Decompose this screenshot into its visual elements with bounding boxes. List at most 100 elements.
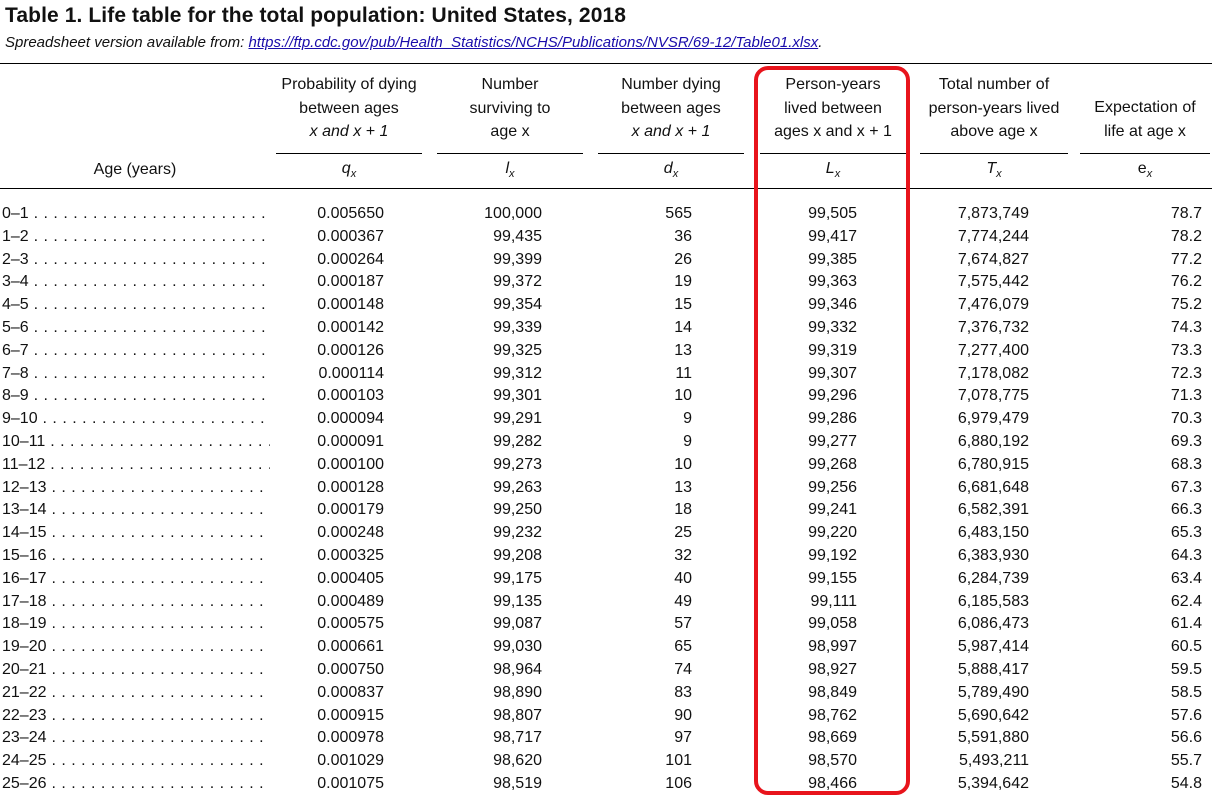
- d-cell: 40: [674, 569, 692, 587]
- e-cell: 68.3: [1170, 455, 1202, 473]
- T-cell: 5,493,211: [959, 752, 1029, 770]
- l-cell: 99,325: [493, 341, 542, 359]
- age-cell: 7–8: [2, 363, 270, 386]
- table-row: 14–15 0.000248 99,232 25 99,220 6,483,150 65.3: [0, 522, 1212, 545]
- e-cell: 54.8: [1170, 774, 1202, 792]
- header-q-line3: x and x + 1: [309, 123, 389, 140]
- L-cell: 99,332: [808, 318, 857, 336]
- age-cell: 14–15: [2, 522, 270, 545]
- age-cell: 23–24: [2, 727, 270, 750]
- header-e-line2: life at age x: [1104, 122, 1186, 140]
- l-cell: 98,717: [493, 729, 542, 747]
- d-cell: 49: [674, 592, 692, 610]
- l-cell: 99,354: [493, 296, 542, 314]
- q-cell: 0.001029: [317, 752, 384, 770]
- age-cell: 1–2: [2, 226, 270, 249]
- T-cell: 5,987,414: [957, 638, 1029, 656]
- q-cell: 0.000142: [317, 318, 384, 336]
- T-cell: 6,979,479: [957, 410, 1029, 428]
- header-l-line1: Number: [481, 76, 539, 93]
- e-cell: 55.7: [1170, 752, 1202, 770]
- l-cell: 99,030: [493, 638, 542, 656]
- q-cell: 0.000489: [317, 592, 384, 610]
- d-cell: 565: [665, 205, 692, 222]
- d-cell: 10: [674, 455, 692, 473]
- L-cell: 99,155: [808, 569, 857, 587]
- L-cell: 98,927: [808, 660, 857, 678]
- l-cell: 99,291: [493, 410, 542, 428]
- T-cell: 6,284,739: [957, 569, 1029, 587]
- table-row: 13–14 0.000179 99,250 18 99,241 6,582,391 66.3: [0, 499, 1212, 522]
- age-cell: 9–10: [2, 408, 270, 431]
- T-cell: 7,674,827: [957, 250, 1029, 268]
- T-cell: 6,185,583: [957, 592, 1029, 610]
- T-cell: 6,582,391: [957, 501, 1029, 519]
- subtitle-prefix: Spreadsheet version available from:: [5, 34, 249, 51]
- age-cell: 15–16: [2, 545, 270, 568]
- header-l-line2: surviving to: [469, 99, 551, 117]
- e-cell: 78.2: [1170, 227, 1202, 245]
- table-row: 6–7 0.000126 99,325 13 99,319 7,277,400 73.3: [0, 340, 1212, 363]
- l-cell: 98,620: [493, 752, 542, 770]
- e-cell: 73.3: [1170, 341, 1202, 359]
- q-cell: 0.000325: [317, 546, 384, 564]
- age-cell: 19–20: [2, 636, 270, 659]
- l-cell: 99,263: [493, 478, 542, 496]
- l-cell: 98,964: [493, 660, 542, 678]
- L-cell: 99,346: [808, 296, 857, 314]
- table-row: 19–20 0.000661 99,030 65 98,997 5,987,414 60.5: [0, 636, 1212, 659]
- header-l: Number surviving to age x: [437, 73, 583, 154]
- T-cell: 6,483,150: [957, 524, 1029, 542]
- header-age: Age (years): [93, 161, 177, 178]
- d-cell: 10: [674, 387, 692, 405]
- T-cell: 7,078,775: [957, 387, 1029, 405]
- L-cell: 99,256: [808, 478, 857, 496]
- header-d: Number dying between ages x and x + 1: [598, 73, 744, 154]
- l-cell: 99,435: [493, 227, 542, 245]
- q-cell: 0.000128: [317, 478, 384, 496]
- table-subtitle: Spreadsheet version available from: http…: [5, 34, 822, 51]
- l-cell: 99,273: [493, 455, 542, 473]
- L-cell: 98,849: [808, 683, 857, 701]
- header-d-line3: x and x + 1: [631, 123, 711, 140]
- table-row: 24–25 0.001029 98,620 101 98,570 5,493,211 55.…: [0, 750, 1212, 773]
- l-cell: 98,807: [493, 706, 542, 724]
- e-cell: 57.6: [1170, 706, 1202, 724]
- age-cell: 12–13: [2, 477, 270, 500]
- table-row: 12–13 0.000128 99,263 13 99,256 6,681,648 67.3: [0, 477, 1212, 500]
- age-cell: 21–22: [2, 682, 270, 705]
- age-cell: 22–23: [2, 705, 270, 728]
- d-cell: 36: [674, 227, 692, 245]
- age-cell: 18–19: [2, 613, 270, 636]
- T-cell: 7,376,732: [957, 318, 1029, 336]
- T-cell: 5,888,417: [957, 660, 1029, 678]
- q-cell: 0.000103: [317, 387, 384, 405]
- d-cell: 9: [683, 432, 692, 450]
- age-cell: 8–9: [2, 385, 270, 408]
- spreadsheet-link[interactable]: https://ftp.cdc.gov/pub/Health_Statistic…: [248, 34, 819, 51]
- table-body: 0–1 0.005650 100,000 565 99,505 7,873,749 78.7…: [0, 203, 1212, 796]
- header-T-line2: person-years lived: [928, 99, 1060, 117]
- age-cell: 6–7: [2, 340, 270, 363]
- T-cell: 7,873,749: [957, 205, 1029, 222]
- header-T-line1: Total number of: [938, 76, 1050, 93]
- T-cell: 7,277,400: [957, 341, 1029, 359]
- q-cell: 0.000187: [317, 273, 384, 291]
- q-cell: 0.000100: [317, 455, 384, 473]
- e-cell: 62.4: [1170, 592, 1202, 610]
- e-cell: 76.2: [1170, 273, 1202, 291]
- header-T: Total number of person-years lived above…: [920, 73, 1068, 154]
- symbol-L: Lx: [825, 160, 841, 181]
- q-cell: 0.000837: [317, 683, 384, 701]
- q-cell: 0.000405: [317, 569, 384, 587]
- q-cell: 0.000750: [317, 660, 384, 678]
- d-cell: 13: [674, 478, 692, 496]
- q-cell: 0.000248: [317, 524, 384, 542]
- l-cell: 99,250: [493, 501, 542, 519]
- L-cell: 99,241: [808, 501, 857, 519]
- d-cell: 90: [674, 706, 692, 724]
- L-cell: 99,363: [808, 273, 857, 291]
- e-cell: 61.4: [1170, 615, 1202, 633]
- age-cell: 10–11: [2, 431, 270, 454]
- q-cell: 0.005650: [317, 205, 384, 222]
